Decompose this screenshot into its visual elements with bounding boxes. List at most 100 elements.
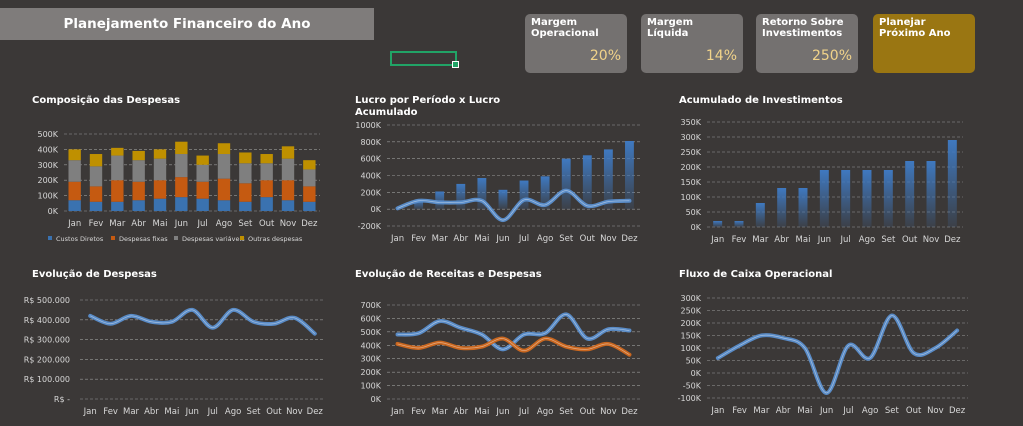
x-tick-label: Mai bbox=[474, 407, 489, 417]
x-tick-label: Dez bbox=[301, 219, 318, 229]
bar bbox=[519, 180, 529, 210]
x-tick-label: Ago bbox=[862, 406, 878, 416]
stacked-bar-segment bbox=[89, 166, 103, 187]
stacked-bar-segment bbox=[89, 186, 103, 202]
x-tick-label: Jan bbox=[710, 406, 724, 416]
y-tick-label: 50K bbox=[686, 208, 702, 217]
stacked-bar-segment bbox=[260, 154, 273, 164]
bar bbox=[734, 221, 744, 227]
stacked-bar-segment bbox=[196, 181, 209, 199]
stacked-bar-segment bbox=[89, 154, 103, 167]
stacked-bar-segment bbox=[239, 152, 252, 164]
y-tick-label: 150K bbox=[680, 178, 701, 187]
x-tick-label: Fev bbox=[411, 407, 426, 417]
x-tick-label: Mar bbox=[753, 406, 770, 416]
kpi-label: Margem Líquida bbox=[647, 17, 693, 39]
x-tick-label: Dez bbox=[621, 407, 638, 417]
y-tick-label: 800K bbox=[360, 138, 381, 147]
stacked-bar-segment bbox=[260, 180, 273, 198]
x-tick-label: Out bbox=[580, 407, 596, 417]
x-tick-label: Nov bbox=[600, 407, 617, 417]
stacked-bar-segment bbox=[111, 155, 124, 181]
series-line-despesas bbox=[395, 336, 632, 357]
kpi-value: 14% bbox=[705, 48, 737, 64]
x-tick-label: Jan bbox=[67, 219, 81, 229]
x-tick-label: Jul bbox=[840, 235, 851, 245]
x-tick-label: Mar bbox=[109, 219, 126, 229]
bar bbox=[561, 158, 571, 210]
x-tick-label: Dez bbox=[621, 234, 638, 244]
stacked-bar-segment bbox=[281, 158, 295, 181]
bar bbox=[540, 176, 550, 210]
stacked-bar-segment bbox=[68, 200, 81, 211]
stacked-bar-segment bbox=[89, 201, 103, 211]
x-tick-label: Abr bbox=[774, 235, 789, 245]
stacked-bar-segment bbox=[281, 200, 295, 211]
x-tick-label: Jun bbox=[174, 219, 188, 229]
x-tick-label: Jun bbox=[495, 234, 509, 244]
stacked-bar-segment bbox=[217, 143, 231, 155]
stacked-bar-segment bbox=[175, 141, 188, 155]
y-tick-label: 0K bbox=[691, 369, 702, 378]
kpi-label: Retorno Sobre Investimentos bbox=[762, 17, 844, 39]
y-tick-label: R$ - bbox=[54, 395, 70, 404]
y-tick-label: 200K bbox=[37, 176, 58, 185]
x-tick-label: Mai bbox=[474, 234, 489, 244]
stacked-bar-segment bbox=[217, 154, 231, 179]
x-tick-label: Nov bbox=[280, 219, 297, 229]
bar bbox=[625, 140, 634, 210]
series-line-highlight bbox=[717, 315, 958, 394]
y-tick-label: 400K bbox=[37, 145, 58, 154]
stacked-bar-segment bbox=[111, 180, 124, 202]
stacked-bar-segment bbox=[281, 180, 295, 201]
series-line bbox=[715, 313, 960, 395]
y-tick-label: 0K bbox=[48, 207, 59, 216]
y-tick-label: R$ 100.000 bbox=[24, 375, 70, 384]
stacked-bar-segment bbox=[239, 201, 252, 211]
x-tick-label: Nov bbox=[923, 235, 940, 245]
x-tick-label: Jun bbox=[495, 407, 509, 417]
stacked-bar-segment bbox=[153, 149, 167, 159]
y-tick-label: 100K bbox=[680, 344, 701, 353]
x-tick-label: Dez bbox=[949, 406, 966, 416]
stacked-bar-segment bbox=[303, 160, 316, 170]
x-tick-label: Mai bbox=[164, 407, 179, 417]
y-tick-label: 500K bbox=[360, 328, 381, 337]
x-tick-label: Set bbox=[238, 219, 253, 229]
y-tick-label: 1000K bbox=[355, 121, 381, 130]
stacked-bar-segment bbox=[132, 181, 145, 201]
x-tick-label: Mar bbox=[752, 235, 769, 245]
planejar-proximo-ano-button[interactable]: Planejar Próximo Ano bbox=[873, 14, 975, 73]
legend-swatch bbox=[48, 236, 52, 240]
bar bbox=[798, 188, 808, 227]
x-tick-label: Fev bbox=[732, 406, 747, 416]
x-tick-label: Jan bbox=[83, 407, 97, 417]
x-tick-label: Out bbox=[906, 406, 922, 416]
stacked-bar-segment bbox=[303, 201, 316, 211]
bar bbox=[582, 155, 592, 210]
x-tick-label: Jun bbox=[185, 407, 199, 417]
kpi-margem-liquida[interactable]: Margem Líquida 14% bbox=[641, 14, 743, 73]
y-tick-label: 200K bbox=[360, 188, 381, 197]
y-tick-label: 50K bbox=[686, 357, 702, 366]
bar bbox=[477, 178, 487, 210]
y-tick-label: 200K bbox=[680, 163, 701, 172]
bar bbox=[414, 199, 424, 210]
kpi-retorno-investimentos[interactable]: Retorno Sobre Investimentos 250% bbox=[756, 14, 858, 73]
x-tick-label: Out bbox=[902, 235, 918, 245]
chart-title-investimentos: Acumulado de Investimentos bbox=[679, 95, 843, 106]
chart-title-evolucao-despesas: Evolução de Despesas bbox=[32, 269, 157, 280]
y-tick-label: R$ 500.000 bbox=[24, 296, 70, 305]
stacked-bar-segment bbox=[153, 158, 167, 181]
kpi-margem-operacional[interactable]: Margem Operacional 20% bbox=[525, 14, 627, 73]
y-tick-label: R$ 200.000 bbox=[24, 355, 70, 364]
stacked-bar-segment bbox=[153, 198, 167, 211]
selected-cell[interactable] bbox=[390, 51, 459, 68]
x-tick-label: Dez bbox=[944, 235, 961, 245]
series-line-despesas-highlight bbox=[397, 338, 630, 355]
x-tick-label: Set bbox=[247, 407, 262, 417]
stacked-bar-segment bbox=[68, 160, 81, 182]
stacked-bar-segment bbox=[111, 147, 124, 156]
bar bbox=[862, 170, 872, 227]
